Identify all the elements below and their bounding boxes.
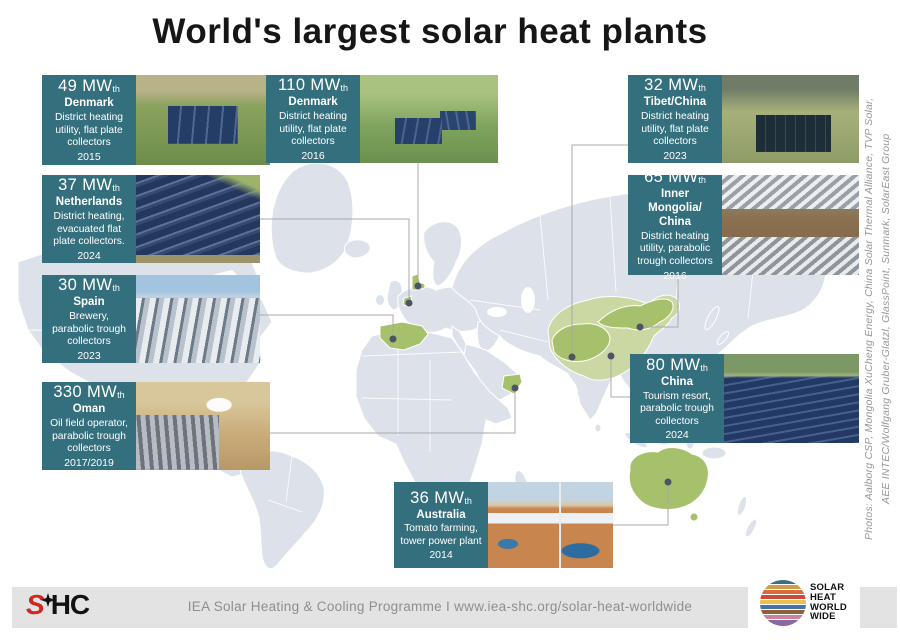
- plant-country: Tibet/China: [643, 96, 707, 109]
- footer-program-text: IEA Solar Heating & Cooling Programme I …: [187, 599, 693, 614]
- plant-country: Denmark: [64, 97, 114, 110]
- plant-card-australia-36: 36 MWth Australia Tomato farming, tower …: [394, 482, 613, 568]
- plant-photo: [136, 382, 270, 470]
- tasmania: [689, 512, 699, 522]
- photo-credits-line2: AEE INTEC/Wolfgang Gruber-Glatzl, GlassP…: [880, 133, 893, 505]
- plant-country: Inner Mongolia/ China: [648, 188, 702, 229]
- plant-info-panel: 330 MWth Oman Oil field operator, parabo…: [42, 382, 136, 470]
- plant-photo: [724, 354, 859, 443]
- plant-year: 2024: [665, 429, 689, 442]
- plant-country: Denmark: [288, 96, 338, 109]
- plant-info-panel: 30 MWth Spain Brewery, parabolic trough …: [42, 275, 136, 363]
- plant-markers: [389, 282, 672, 486]
- plant-card-china-80: 80 MWth China Tourism resort, parabolic …: [630, 354, 859, 443]
- plant-capacity: 37 MWth: [58, 176, 120, 195]
- solar-heat-worldwide-text: SOLAR HEAT WORLD WIDE: [810, 581, 847, 623]
- striped-globe-icon: [760, 579, 806, 626]
- plant-year: 2014: [429, 549, 453, 562]
- plant-description: District heating utility, flat plate col…: [54, 112, 124, 149]
- plant-country: China: [661, 375, 693, 388]
- plant-info-panel: 80 MWth China Tourism resort, parabolic …: [630, 354, 724, 443]
- region-tibet: [551, 323, 611, 363]
- shc-logo-hc: HC: [50, 589, 90, 620]
- plant-photo: [722, 75, 859, 163]
- photo-credits: Photos: Aalborg CSP, Mongolia XuCheng En…: [861, 76, 895, 562]
- marker-netherlands: [405, 299, 413, 307]
- plant-year: 2016: [663, 269, 687, 282]
- marker-australia: [664, 478, 672, 486]
- plant-photo: [136, 75, 270, 165]
- plant-description: District heating utility, flat plate col…: [278, 111, 348, 148]
- plant-capacity: 65 MWth: [644, 168, 706, 187]
- plant-info-panel: 36 MWth Australia Tomato farming, tower …: [394, 482, 488, 568]
- plant-description: Brewery, parabolic trough collectors: [52, 311, 126, 348]
- plant-card-inner-mongolia-65: 65 MWth Inner Mongolia/ China District h…: [628, 168, 859, 282]
- plant-year: 2015: [77, 150, 101, 163]
- plant-info-panel: 49 MWth Denmark District heating utility…: [42, 75, 136, 165]
- country-australia: [628, 447, 709, 511]
- plant-photo: [360, 75, 498, 163]
- plant-country: Oman: [72, 403, 106, 416]
- plant-capacity: 32 MWth: [644, 76, 706, 95]
- plant-year: 2017/2019: [64, 456, 114, 469]
- marker-spain: [389, 335, 397, 343]
- plant-year: 2023: [663, 149, 687, 162]
- plant-photo: [136, 275, 260, 363]
- plant-description: Tourism resort, parabolic trough collect…: [640, 390, 714, 427]
- connector-lines: [260, 144, 679, 526]
- plant-year: 2016: [301, 149, 325, 162]
- shc-starburst-icon: [40, 593, 55, 607]
- highlighted-countries: [379, 273, 709, 522]
- plant-photo: [136, 175, 260, 263]
- photo-credits-line1: Photos: Aalborg CSP, Mongolia XuCheng En…: [863, 97, 876, 541]
- plant-capacity: 30 MWth: [58, 276, 120, 295]
- plant-description: District heating utility, parabolic trou…: [637, 230, 713, 267]
- solar-heat-worldwide-logo: SOLAR HEAT WORLD WIDE: [748, 577, 860, 628]
- plant-capacity: 80 MWth: [646, 355, 708, 374]
- plant-description: District heating utility, flat plate col…: [640, 111, 710, 148]
- plant-capacity: 110 MWth: [277, 76, 349, 95]
- marker-china: [607, 352, 615, 360]
- plant-card-tibet-32: 32 MWth Tibet/China District heating uti…: [628, 75, 859, 163]
- plant-capacity: 49 MWth: [58, 77, 120, 96]
- plant-card-denmark-110: 110 MWth Denmark District heating utilit…: [266, 75, 498, 163]
- country-spain: [379, 321, 429, 351]
- shc-logo-s: S: [26, 589, 45, 620]
- plant-description: Tomato farming, tower power plant: [400, 523, 482, 547]
- plant-description: District heating, evacuated flat plate c…: [53, 211, 125, 248]
- marker-inner-mongolia: [636, 323, 644, 331]
- plant-photo: [722, 175, 859, 275]
- plant-card-denmark-49: 49 MWth Denmark District heating utility…: [42, 75, 270, 165]
- plant-info-panel: 65 MWth Inner Mongolia/ China District h…: [628, 168, 722, 281]
- marker-denmark: [414, 282, 422, 290]
- plant-capacity: 36 MWth: [410, 488, 472, 507]
- marker-oman: [511, 384, 519, 392]
- plant-capacity: 330 MWth: [53, 383, 125, 402]
- plant-card-spain-30: 30 MWth Spain Brewery, parabolic trough …: [42, 275, 260, 363]
- marker-tibet: [568, 353, 576, 361]
- plant-description: Oil field operator, parabolic trough col…: [50, 418, 128, 455]
- plant-card-netherlands-37: 37 MWth Netherlands District heating, ev…: [42, 175, 260, 263]
- plant-card-oman-330: 330 MWth Oman Oil field operator, parabo…: [42, 382, 270, 470]
- shc-logo: S HC: [26, 589, 90, 621]
- plant-photo: [488, 482, 613, 568]
- plant-info-panel: 110 MWth Denmark District heating utilit…: [266, 75, 360, 163]
- plant-country: Spain: [73, 296, 105, 309]
- plant-country: Netherlands: [55, 196, 123, 209]
- plant-info-panel: 37 MWth Netherlands District heating, ev…: [42, 175, 136, 263]
- page-title: World's largest solar heat plants: [152, 12, 708, 51]
- plant-year: 2024: [77, 249, 101, 262]
- plant-info-panel: 32 MWth Tibet/China District heating uti…: [628, 75, 722, 163]
- region-inner-mongolia: [597, 298, 674, 331]
- plant-year: 2023: [77, 349, 101, 362]
- plant-country: Australia: [416, 508, 466, 521]
